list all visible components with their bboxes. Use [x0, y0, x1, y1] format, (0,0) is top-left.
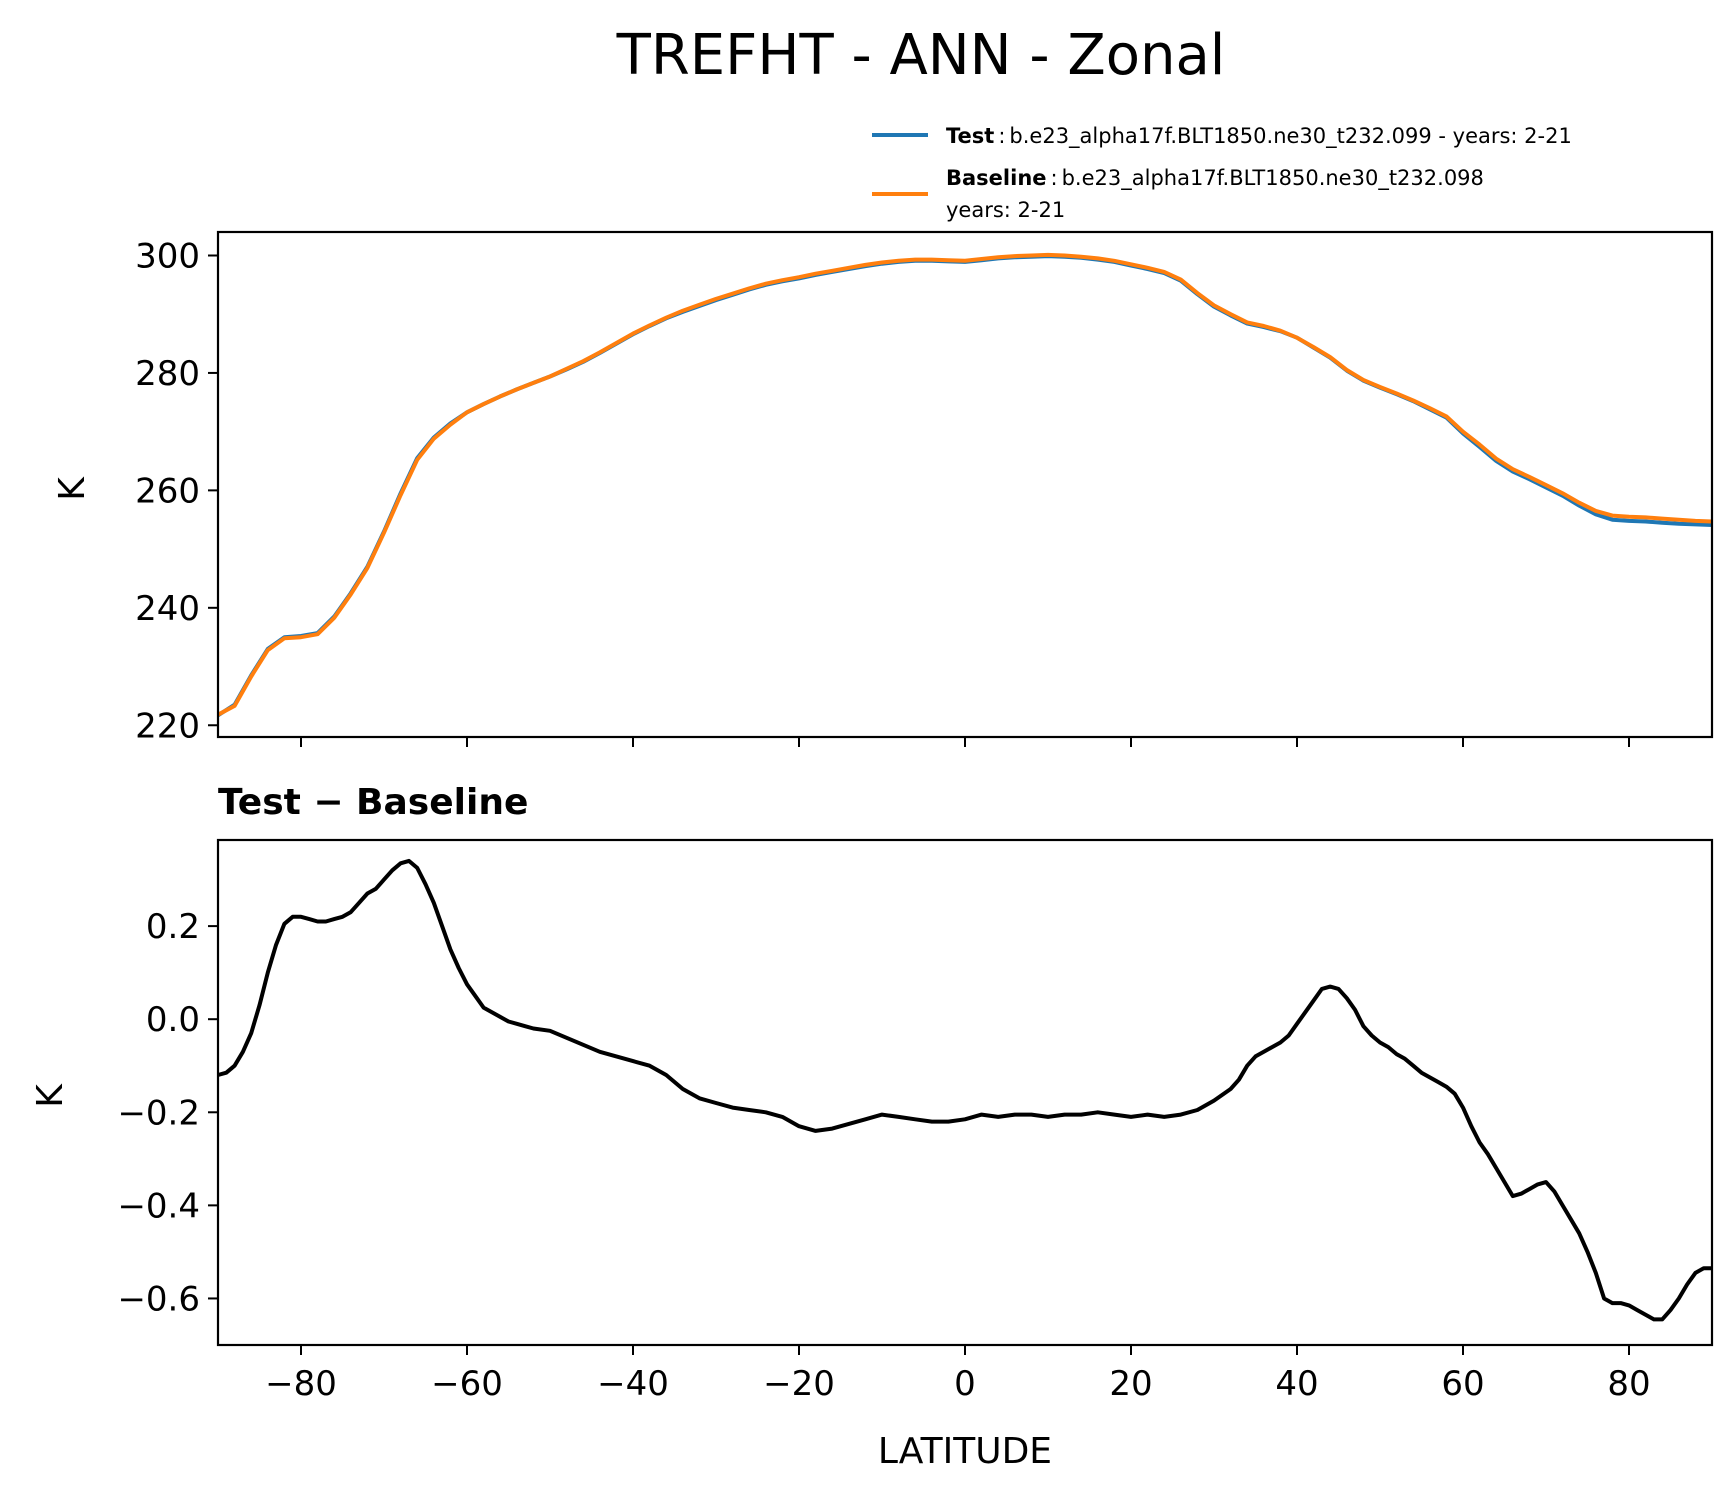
top-y-tick-label: 240 — [135, 589, 200, 629]
bottom-y-tick-label: −0.4 — [117, 1186, 200, 1226]
x-axis-label: LATITUDE — [878, 1431, 1052, 1472]
top-panel: K 220 240 260 280 300 — [52, 230, 1714, 747]
legend-desc2-baseline: years: 2-21 — [946, 198, 1065, 222]
legend-desc-test: b.e23_alpha17f.BLT1850.ne30_t232.099 - y… — [1009, 124, 1571, 149]
legend-sep-baseline: : — [1051, 166, 1058, 190]
bottom-x-tick-label: 0 — [954, 1364, 976, 1404]
top-y-axis-label: K — [52, 476, 93, 501]
bottom-x-tick-label: −20 — [763, 1364, 835, 1404]
top-y-tick-label: 280 — [135, 354, 200, 394]
bottom-y-tick-label: 0.0 — [146, 1000, 200, 1040]
bottom-y-tick-label: −0.6 — [117, 1279, 200, 1319]
legend-entry-baseline: Baseline: b.e23_alpha17f.BLT1850.ne30_t23… — [946, 166, 1484, 191]
bottom-x-tick-label: 80 — [1607, 1364, 1650, 1404]
bottom-series-group — [217, 858, 1712, 1322]
legend: Test: b.e23_alpha17f.BLT1850.ne30_t232.09… — [872, 124, 1572, 222]
legend-name-baseline: Baseline — [946, 166, 1047, 190]
top-y-tick-label: 300 — [135, 236, 200, 276]
legend-desc-baseline: b.e23_alpha17f.BLT1850.ne30_t232.098 — [1062, 166, 1484, 191]
bottom-x-tick-label: −40 — [597, 1364, 669, 1404]
bottom-y-axis-label: K — [30, 1083, 71, 1108]
legend-entry-test: Test: b.e23_alpha17f.BLT1850.ne30_t232.09… — [946, 124, 1572, 149]
bottom-x-tick-label: 40 — [1275, 1364, 1318, 1404]
top-series-group — [216, 252, 1713, 717]
top-y-tick-label: 260 — [135, 471, 200, 511]
bottom-x-tick-label: 60 — [1441, 1364, 1484, 1404]
bottom-y-tick-label: 0.2 — [146, 907, 200, 947]
legend-sep-test: : — [998, 124, 1005, 148]
bottom-series-line-test-baseline — [217, 858, 1712, 1322]
figure-title: TREFHT - ANN - Zonal — [616, 23, 1226, 88]
bottom-x-tick-label: 20 — [1109, 1364, 1152, 1404]
bottom-ticks-group: −0.6 −0.4 −0.2 0.0 0.2 −80 −60 −40 −20 0 20 40 60 80 — [117, 907, 1650, 1404]
bottom-panel: Test − Baseline K −0.6−0.4−0.20.00.2−80−… — [30, 782, 1714, 1472]
bottom-x-tick-label: −60 — [431, 1364, 503, 1404]
top-plot-frame — [216, 230, 1714, 739]
top-y-tick-label: 220 — [135, 706, 200, 746]
top-ticks-group: 220 240 260 280 300 — [135, 236, 1630, 747]
bottom-panel-title: Test − Baseline — [218, 782, 528, 823]
legend-name-test: Test — [946, 124, 994, 148]
top-series-line-test — [216, 254, 1713, 717]
top-series-line-baseline — [217, 252, 1713, 717]
bottom-y-tick-label: −0.2 — [117, 1093, 200, 1133]
bottom-x-tick-label: −80 — [265, 1364, 337, 1404]
bottom-plot-frame — [216, 838, 1714, 1347]
